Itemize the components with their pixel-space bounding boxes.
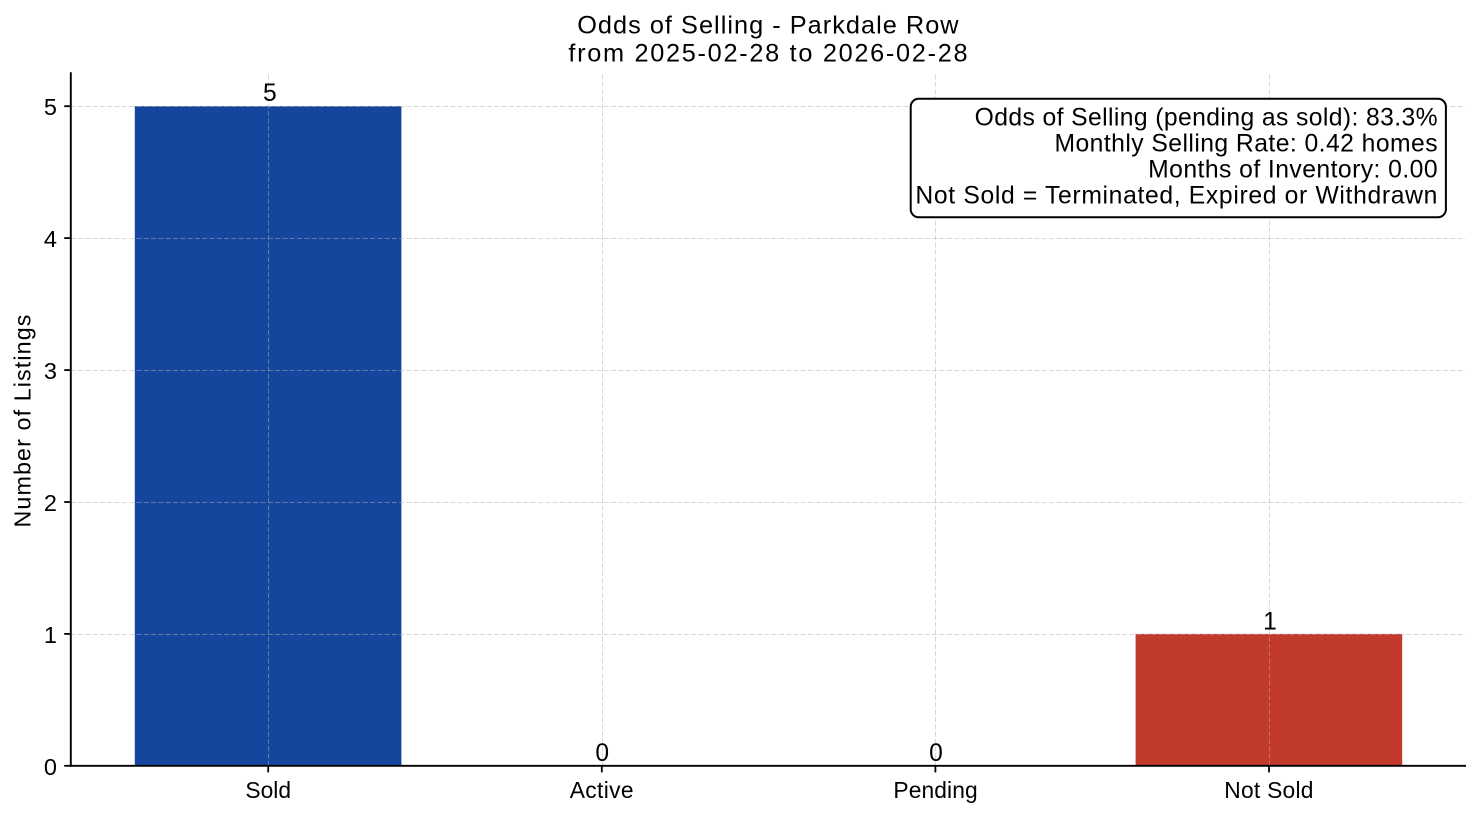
svg-text:1: 1 <box>1263 609 1277 636</box>
svg-text:Months of Inventory: 0.00: Months of Inventory: 0.00 <box>1148 157 1438 184</box>
svg-text:0: 0 <box>929 740 943 767</box>
svg-text:Not Sold: Not Sold <box>1224 777 1313 803</box>
svg-text:5: 5 <box>44 94 57 120</box>
svg-text:4: 4 <box>44 226 57 252</box>
svg-text:Odds of Selling (pending as so: Odds of Selling (pending as sold): 83.3% <box>975 105 1438 132</box>
svg-text:Not Sold = Terminated, Expired: Not Sold = Terminated, Expired or Withdr… <box>915 183 1438 210</box>
svg-text:2: 2 <box>44 490 57 516</box>
svg-text:Odds of Selling - Parkdale Row: Odds of Selling - Parkdale Row <box>577 11 959 39</box>
svg-text:Active: Active <box>570 777 634 803</box>
svg-text:Pending: Pending <box>893 777 977 803</box>
svg-text:Monthly Selling Rate: 0.42 hom: Monthly Selling Rate: 0.42 homes <box>1054 131 1438 158</box>
svg-text:Sold: Sold <box>245 777 291 803</box>
svg-text:1: 1 <box>44 622 57 648</box>
svg-text:0: 0 <box>595 740 609 767</box>
svg-text:0: 0 <box>44 754 57 780</box>
svg-text:3: 3 <box>44 358 57 384</box>
svg-text:from 2025-02-28 to 2026-02-28: from 2025-02-28 to 2026-02-28 <box>568 40 969 68</box>
svg-text:5: 5 <box>263 80 277 107</box>
svg-text:Number of Listings: Number of Listings <box>10 313 36 527</box>
